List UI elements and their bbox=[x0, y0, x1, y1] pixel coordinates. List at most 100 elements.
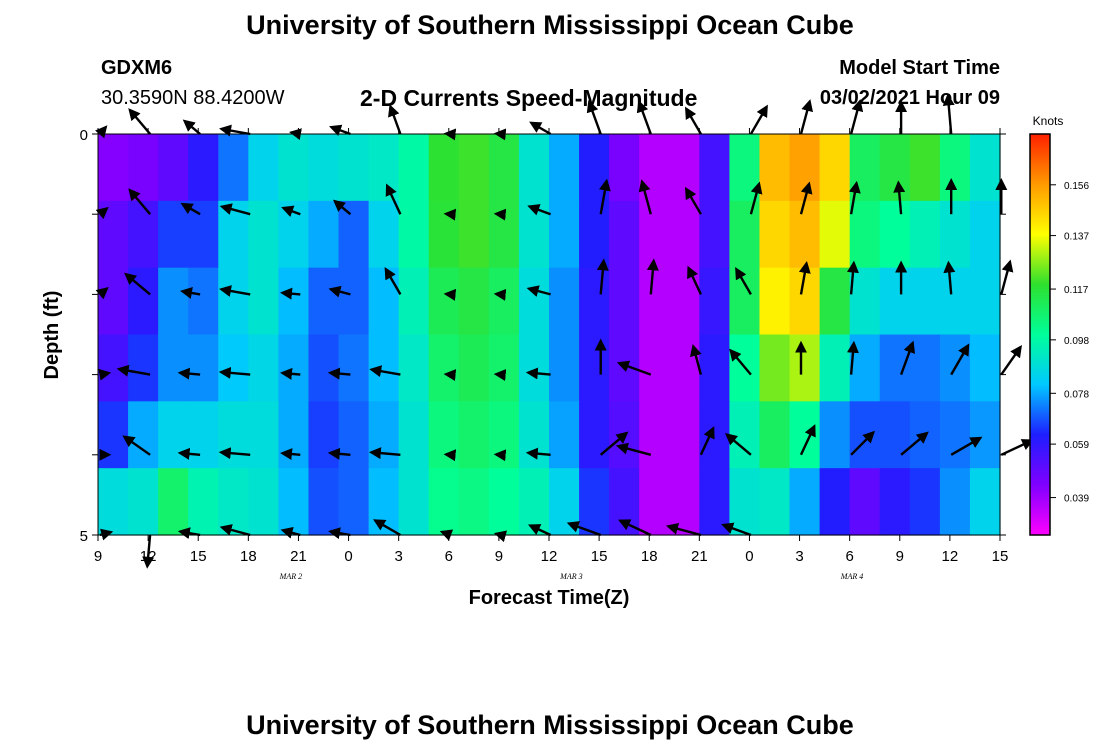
current-vector-arrow bbox=[327, 367, 351, 380]
heatmap-cell bbox=[458, 134, 490, 202]
heatmap-cell bbox=[158, 401, 189, 469]
current-vector-arrow bbox=[798, 261, 811, 295]
current-vector-arrow bbox=[1000, 439, 1035, 456]
current-vector-arrow bbox=[124, 272, 151, 296]
heatmap-cell bbox=[969, 267, 1001, 336]
heatmap-cell bbox=[128, 401, 159, 469]
heatmap-cell bbox=[428, 334, 460, 402]
date-label: MAR 4 bbox=[840, 572, 863, 581]
current-vector-arrow bbox=[599, 431, 629, 456]
page-title-top: University of Southern Mississippi Ocean… bbox=[246, 10, 854, 40]
heatmap-cell bbox=[128, 267, 159, 336]
heatmap-cell bbox=[368, 200, 400, 269]
heatmap-cell bbox=[789, 468, 821, 536]
current-vector-arrow bbox=[848, 180, 861, 215]
heatmap-cell bbox=[278, 468, 310, 536]
heatmap-cell bbox=[669, 401, 700, 469]
heatmap-cell bbox=[218, 401, 249, 469]
current-vector-arrow bbox=[526, 285, 551, 297]
heatmap-cell bbox=[879, 200, 911, 269]
heatmap-cell bbox=[158, 334, 189, 402]
x-tick-label: 6 bbox=[845, 548, 853, 565]
current-vector-arrow bbox=[893, 180, 906, 215]
heatmap-cell bbox=[639, 200, 670, 269]
heatmap-cell bbox=[969, 468, 1001, 536]
current-vector-arrow bbox=[638, 179, 652, 215]
heatmap-cell bbox=[609, 468, 640, 536]
heatmap-cell bbox=[939, 468, 971, 536]
y-tick-label: 0 bbox=[80, 127, 88, 144]
current-vector-arrow bbox=[95, 125, 108, 139]
colorbar-tick-label: 0.117 bbox=[1064, 285, 1089, 296]
heatmap-cells bbox=[98, 134, 1001, 536]
current-vector-arrow bbox=[749, 104, 768, 135]
current-vector-arrow bbox=[684, 106, 702, 135]
current-vector-arrow bbox=[280, 527, 301, 539]
date-label: MAR 2 bbox=[279, 572, 302, 581]
current-vector-arrow bbox=[368, 447, 401, 460]
x-tick-label: 18 bbox=[240, 548, 257, 565]
heatmap-cell bbox=[398, 134, 430, 202]
heatmap-cell bbox=[849, 401, 881, 469]
current-vector-arrow bbox=[850, 430, 875, 456]
colorbar: Knots 0.156 0.137 0.117 0.098 0.078 0.059 0.03… bbox=[1029, 114, 1089, 536]
colorbar-title: Knots bbox=[1033, 114, 1064, 128]
current-vector-arrow bbox=[799, 99, 814, 135]
heatmap-cell bbox=[819, 200, 851, 269]
heatmap-cell bbox=[518, 401, 550, 469]
current-vector-arrow bbox=[328, 527, 351, 540]
heatmap-cell bbox=[669, 267, 700, 336]
heatmap-cell bbox=[639, 401, 670, 469]
current-vector-arrow bbox=[280, 367, 301, 380]
colorbar-gradient bbox=[1029, 133, 1051, 536]
current-vector-arrow bbox=[596, 258, 609, 295]
current-vector-arrow bbox=[128, 188, 152, 215]
heatmap-cell bbox=[939, 134, 971, 202]
heatmap-cell bbox=[98, 468, 129, 536]
current-vector-arrow bbox=[122, 435, 151, 456]
x-tick-label: 0 bbox=[745, 548, 753, 565]
heatmap-cell bbox=[248, 134, 279, 202]
heatmap-cell bbox=[248, 267, 279, 336]
heatmap-cell bbox=[98, 334, 129, 402]
heatmap-cell bbox=[759, 267, 791, 336]
heatmap-cell bbox=[759, 468, 791, 536]
heatmap-cell bbox=[368, 334, 400, 402]
heatmap-cell bbox=[879, 134, 911, 202]
current-vector-arrow bbox=[689, 343, 703, 375]
current-vector-arrow bbox=[177, 367, 201, 380]
heatmap-cell bbox=[579, 334, 610, 402]
heatmap-cell bbox=[338, 134, 370, 202]
heatmap-cell bbox=[849, 267, 881, 336]
heatmap-cell bbox=[729, 200, 761, 269]
heatmap-cell bbox=[278, 267, 310, 336]
heatmap-cell bbox=[458, 267, 490, 336]
current-vector-arrow bbox=[950, 343, 970, 376]
x-axis-label: Forecast Time(Z) bbox=[469, 587, 630, 609]
heatmap-cell bbox=[759, 200, 791, 269]
current-vector-arrow bbox=[849, 99, 864, 135]
heatmap-cell bbox=[879, 267, 911, 336]
heatmap-cell bbox=[158, 200, 189, 269]
colorbar-tick-label: 0.098 bbox=[1064, 336, 1089, 347]
heatmap-cell bbox=[488, 401, 520, 469]
x-tick-label: 12 bbox=[942, 548, 959, 565]
current-vector-arrow bbox=[219, 524, 251, 537]
heatmap-cell bbox=[518, 267, 550, 336]
heatmap-cell bbox=[579, 267, 610, 336]
heatmap-cell bbox=[278, 401, 310, 469]
heatmap-cell bbox=[549, 267, 580, 336]
current-vector-arrow bbox=[799, 424, 816, 456]
heatmap-cell bbox=[699, 401, 730, 469]
heatmap-cell bbox=[428, 468, 460, 536]
heatmap-cell bbox=[368, 134, 400, 202]
heatmap-cell bbox=[789, 334, 821, 402]
x-tick-label: 15 bbox=[992, 548, 1009, 565]
heatmap-cell bbox=[549, 134, 580, 202]
current-vector-arrow bbox=[900, 431, 929, 456]
current-vector-arrow bbox=[615, 442, 652, 456]
heatmap-cell bbox=[789, 134, 821, 202]
heatmap-cell bbox=[879, 401, 911, 469]
heatmap-cell bbox=[278, 334, 310, 402]
